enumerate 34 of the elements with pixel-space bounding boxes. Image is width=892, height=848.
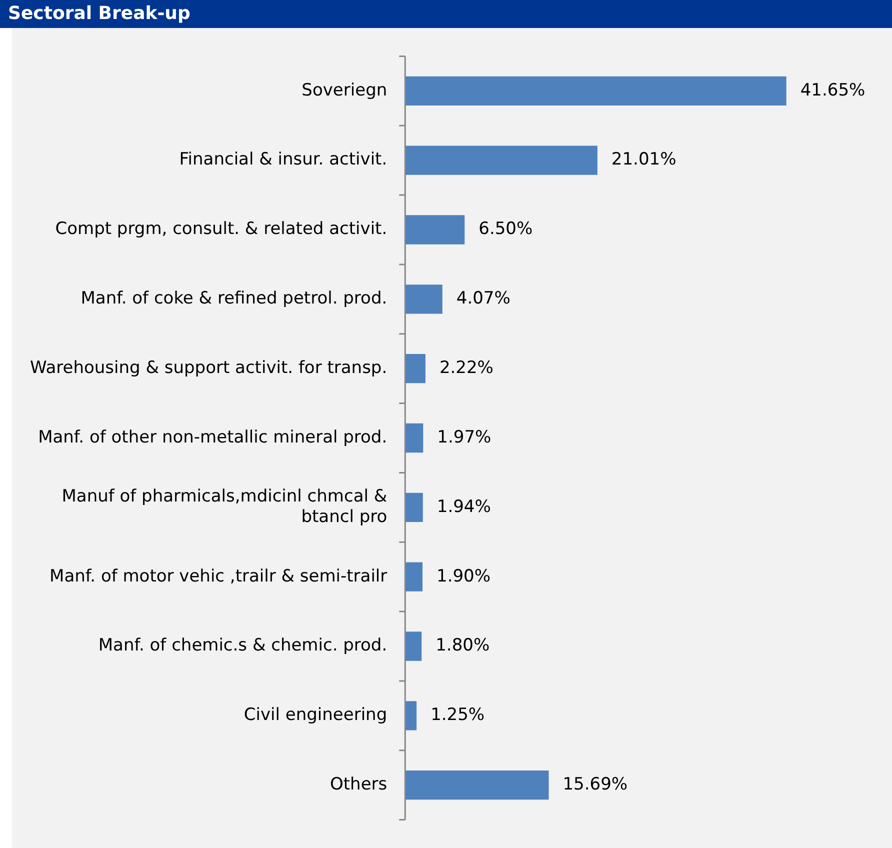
data-label: 1.80% (436, 636, 490, 656)
y-tick-label: Manf. of coke & refined petrol. prod. (80, 288, 388, 309)
y-tick-label: Civil engineering (244, 705, 388, 726)
data-label: 1.25% (430, 705, 485, 726)
data-label: 6.50% (478, 219, 533, 240)
data-label: 1.90% (436, 566, 491, 586)
data-label: 1.97% (437, 427, 492, 448)
bar (405, 284, 442, 314)
data-label: 21.01% (611, 150, 676, 170)
data-label: 15.69% (562, 774, 628, 795)
y-tick-label: Soveriegn (302, 80, 388, 100)
bar (405, 701, 417, 730)
y-tick-label: Manf. of chemic.s & chemic. prod. (98, 636, 388, 656)
y-tick-label: Financial & insur. activit. (179, 150, 388, 170)
y-tick-label: Compt prgm, consult. & related activit. (55, 219, 388, 240)
bar (405, 76, 786, 106)
bar (405, 354, 426, 384)
bar (405, 423, 424, 453)
y-tick-label: Manf. of other non-metallic mineral prod. (38, 427, 388, 448)
data-label: 4.07% (456, 288, 510, 309)
text: Sectoral Break-up (0, 0, 892, 28)
bar (405, 146, 598, 175)
bar (405, 770, 549, 800)
data-label: 41.65% (800, 80, 866, 100)
y-tick-label: Others (330, 774, 388, 795)
y-tick-label: Warehousing & support activit. for transp. (30, 358, 388, 378)
y-tick-label: Manuf of pharmicals,mdicinl chmcal & btancl pro (62, 486, 388, 528)
bar (405, 632, 422, 661)
data-label: 1.94% (436, 496, 491, 517)
bar (405, 215, 465, 244)
bar (405, 492, 423, 522)
bar (405, 562, 423, 592)
y-tick-label: Manf. of motor vehic ,trailr & semi-trailr (50, 566, 388, 586)
data-label: 2.22% (439, 358, 494, 378)
